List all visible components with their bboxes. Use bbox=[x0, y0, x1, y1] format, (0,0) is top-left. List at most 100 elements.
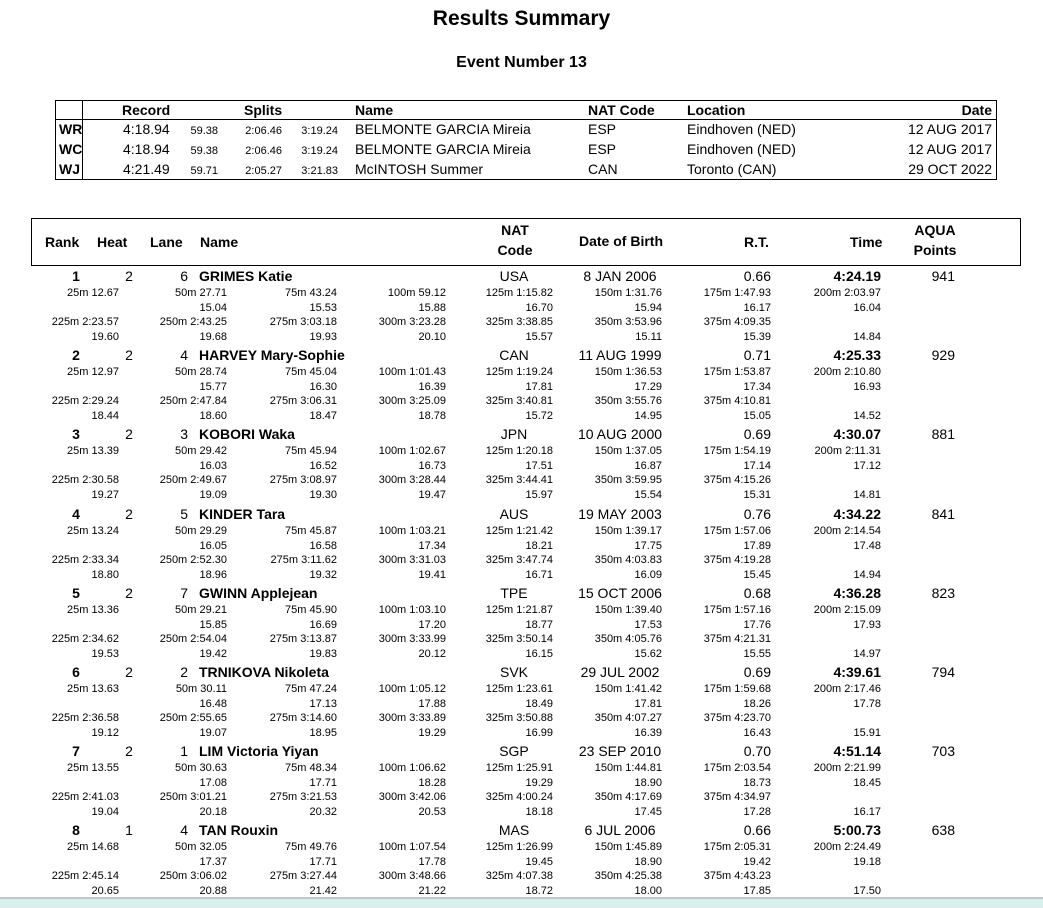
final-time: 4:25.33 bbox=[833, 347, 881, 364]
split-time: 13.24 bbox=[91, 524, 119, 537]
split-lap: 17.48 bbox=[853, 539, 881, 552]
split-cumulative: 75m 47.24 bbox=[285, 681, 337, 697]
split-time: 3:44.41 bbox=[516, 474, 553, 487]
split-lap: 17.75 bbox=[634, 539, 662, 552]
split-cumulative: 225m 2:41.03 bbox=[52, 789, 119, 805]
split-lap: 15.94 bbox=[634, 302, 662, 314]
swimmer-name: TAN Rouxin bbox=[199, 822, 279, 839]
split-lap: 20.12 bbox=[418, 647, 446, 660]
rank: 8 bbox=[72, 822, 80, 839]
split-distance: 100m bbox=[378, 841, 407, 854]
split-distance: 275m bbox=[269, 712, 298, 724]
split-distance: 175m bbox=[703, 287, 732, 299]
split-lap: 19.04 bbox=[91, 806, 119, 819]
split-cumulative: 75m 48.34 bbox=[285, 760, 337, 776]
page-title: Results Summary bbox=[432, 7, 611, 30]
split-cumulative: 75m 45.04 bbox=[285, 364, 337, 380]
split-cumulative: 350m 3:59.95 bbox=[595, 472, 662, 488]
rank: 5 bbox=[72, 584, 80, 601]
records-header-name: Name bbox=[355, 102, 394, 118]
split-lap: 19.12 bbox=[91, 727, 119, 739]
date-of-birth: 8 JAN 2006 bbox=[583, 268, 657, 284]
split-time: 1:03.10 bbox=[409, 603, 446, 616]
rank: 1 bbox=[72, 268, 80, 284]
date-of-birth: 10 AUG 2000 bbox=[577, 426, 663, 443]
split-lap: 19.42 bbox=[743, 856, 771, 869]
split-cumulative: 175m 1:47.93 bbox=[704, 285, 771, 301]
split-lap: 16.52 bbox=[309, 460, 337, 473]
split-lap: 17.78 bbox=[418, 856, 446, 869]
rank: 6 bbox=[72, 664, 80, 680]
split-cumulative: 25m 13.24 bbox=[67, 523, 119, 539]
split-distance: 50m bbox=[175, 683, 198, 695]
event-title: Event Number 13 bbox=[456, 54, 587, 71]
split-distance: 125m bbox=[485, 524, 514, 537]
split-distance: 375m bbox=[703, 712, 732, 724]
split-time: 3:25.09 bbox=[409, 395, 446, 408]
split-lap: 15.88 bbox=[418, 302, 446, 314]
split-cumulative: 175m 1:59.68 bbox=[704, 681, 771, 697]
split-lap: 17.20 bbox=[418, 618, 446, 631]
split-time: 13.55 bbox=[91, 762, 119, 775]
split-cumulative: 50m 29.42 bbox=[175, 443, 227, 459]
record-date: 12 AUG 2017 bbox=[907, 121, 992, 137]
split-cumulative: 100m 1:01.43 bbox=[379, 364, 446, 380]
split-time: 4:21.31 bbox=[734, 632, 771, 645]
reaction-time: 0.66 bbox=[743, 822, 771, 839]
swimmer-name: KINDER Tara bbox=[199, 505, 286, 522]
result-row: 4 2 5 KINDER Tara AUS 19 MAY 2003 0.76 4:34.22 8… bbox=[0, 506, 1043, 585]
split-distance: 200m bbox=[813, 366, 842, 379]
split-distance: 275m bbox=[269, 791, 298, 804]
split-cumulative: 150m 1:39.40 bbox=[595, 602, 662, 618]
split-distance: 225m bbox=[51, 316, 80, 328]
split-cumulative: 150m 1:45.89 bbox=[595, 839, 662, 855]
split-time: 2:21.99 bbox=[844, 762, 881, 775]
split-distance: 325m bbox=[485, 474, 514, 487]
split-distance: 375m bbox=[703, 553, 732, 566]
split-cumulative: 225m 2:30.58 bbox=[52, 472, 119, 488]
split-time: 2:33.34 bbox=[82, 553, 119, 566]
split-lap: 16.70 bbox=[525, 302, 553, 314]
split-time: 3:11.62 bbox=[301, 553, 337, 566]
divider bbox=[82, 101, 83, 179]
record-location: Toronto (CAN) bbox=[687, 161, 777, 177]
split-time: 1:21.87 bbox=[516, 603, 553, 616]
split-lap: 17.85 bbox=[743, 885, 771, 898]
split-time: 47.24 bbox=[309, 683, 337, 695]
split-lap: 20.88 bbox=[199, 885, 227, 898]
split-cumulative: 50m 30.11 bbox=[176, 681, 227, 697]
split-distance: 150m bbox=[594, 762, 623, 775]
split-time: 48.34 bbox=[309, 762, 337, 775]
split-distance: 50m bbox=[175, 603, 197, 616]
split-distance: 200m bbox=[813, 683, 842, 695]
split-lap: 14.94 bbox=[853, 568, 881, 581]
split-time: 4:10.81 bbox=[734, 395, 771, 408]
split-lap: 17.81 bbox=[525, 381, 553, 394]
split-distance: 125m bbox=[485, 366, 514, 379]
split-time: 2:17.46 bbox=[844, 683, 881, 695]
split-time: 13.39 bbox=[91, 445, 119, 458]
split-distance: 75m bbox=[285, 366, 307, 379]
split-cumulative: 350m 4:05.76 bbox=[595, 631, 662, 647]
records-table: Record Splits Name NAT Code Location Dat… bbox=[55, 100, 997, 180]
split-distance: 200m bbox=[813, 524, 842, 537]
split-distance: 300m bbox=[378, 553, 407, 566]
split-distance: 75m bbox=[285, 841, 307, 854]
split-distance: 75m bbox=[285, 683, 307, 695]
lane: 5 bbox=[180, 505, 188, 522]
split-time: 3:53.96 bbox=[625, 316, 662, 328]
split-cumulative: 100m 1:05.12 bbox=[379, 681, 446, 697]
heat: 2 bbox=[125, 347, 133, 364]
split-cumulative: 25m 13.55 bbox=[67, 760, 119, 776]
split-lap: 14.84 bbox=[853, 331, 881, 343]
header-points: Points bbox=[913, 242, 957, 258]
split-cumulative: 275m 3:08.97 bbox=[270, 472, 337, 488]
split-cumulative: 300m 3:23.28 bbox=[379, 314, 446, 330]
split-time: 2:43.25 bbox=[190, 316, 227, 328]
records-header-nat: NAT Code bbox=[588, 102, 655, 118]
record-split: 59.38 bbox=[190, 125, 218, 137]
split-lap: 16.17 bbox=[743, 302, 771, 314]
split-cumulative: 300m 3:33.89 bbox=[379, 710, 446, 726]
split-cumulative: 325m 3:47.74 bbox=[486, 552, 553, 568]
split-distance: 175m bbox=[703, 762, 732, 775]
